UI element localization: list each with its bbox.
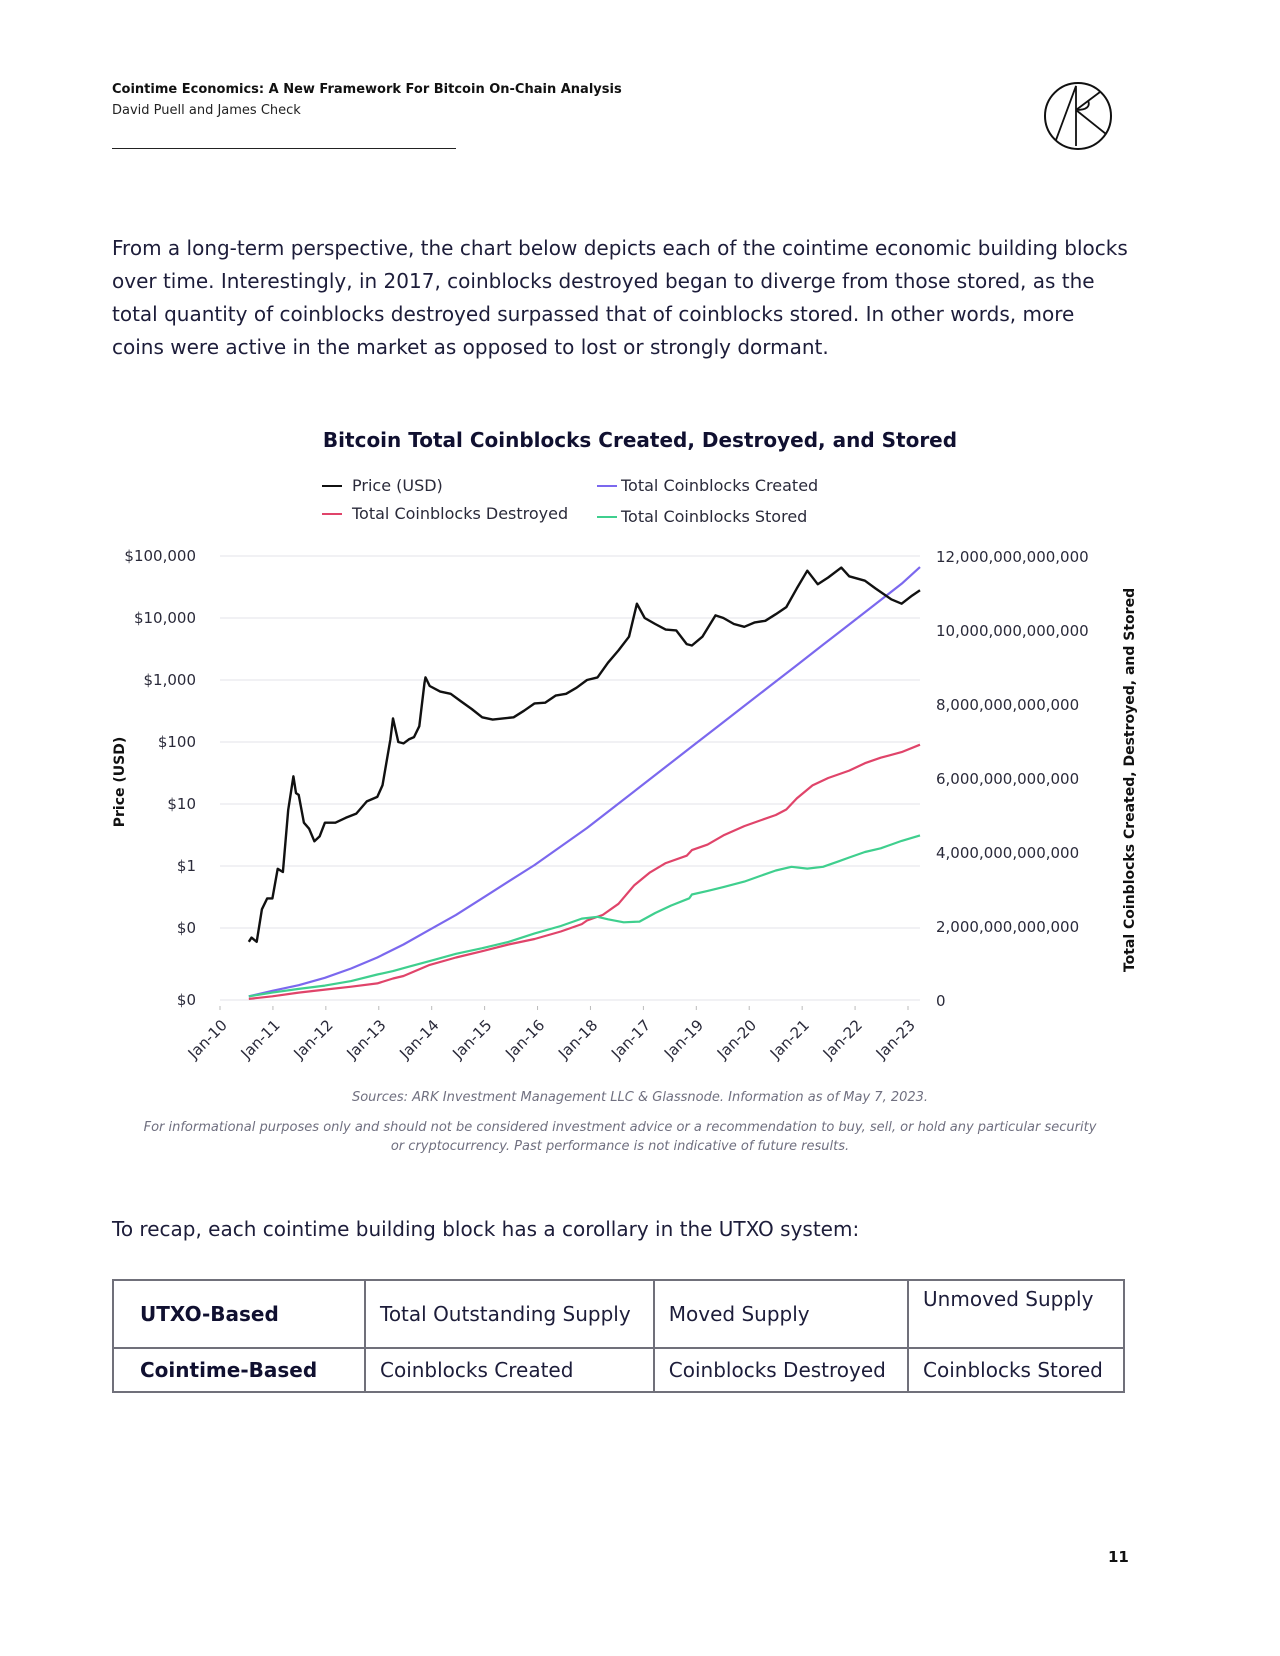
right-axis-ticks: 12,000,000,000,000 10,000,000,000,000 8,00…	[936, 548, 1089, 1010]
table-cell: Coinblocks Destroyed	[652, 1347, 910, 1393]
left-tick-label: $100,000	[124, 547, 196, 565]
table-row: Cointime-Based Coinblocks Created Coinbl…	[112, 1347, 1125, 1393]
legend-destroyed-label: Total Coinblocks Destroyed	[352, 504, 569, 523]
legend-price: Price (USD)	[322, 476, 443, 495]
legend-destroyed: Total Coinblocks Destroyed	[322, 504, 568, 523]
legend-stored-swatch	[597, 515, 617, 518]
x-tick-label: Jan-19	[660, 1016, 707, 1063]
chart-plot: $100,000 $10,000 $1,000 $100 $10 $1 $0 $0 12,00…	[112, 547, 1138, 1063]
x-tick-label: Jan-16	[501, 1016, 548, 1063]
x-tick-label: Jan-23	[872, 1016, 919, 1063]
right-tick-label: 2,000,000,000,000	[936, 918, 1079, 936]
left-tick-label: $0	[177, 919, 196, 937]
legend-created-label: Total Coinblocks Created	[621, 476, 819, 495]
series-line-total-coinblocks-destroyed	[248, 743, 921, 1000]
x-tick-label: Jan-12	[290, 1016, 337, 1063]
right-tick-label: 6,000,000,000,000	[936, 770, 1079, 788]
x-tick-label: Jan-13	[342, 1016, 389, 1063]
chart-title: Bitcoin Total Coinblocks Created, Destro…	[322, 428, 958, 452]
intro-paragraph: From a long-term perspective, the chart …	[112, 236, 1128, 359]
right-tick-label: 4,000,000,000,000	[936, 844, 1079, 862]
left-tick-label: $0	[177, 991, 196, 1009]
x-tick-label: Jan-20	[713, 1016, 760, 1063]
x-tick-label: Jan-11	[237, 1016, 284, 1063]
table-cell: Total Outstanding Supply	[364, 1279, 655, 1349]
legend-stored-label: Total Coinblocks Stored	[621, 507, 808, 526]
row-header: Cointime-Based	[112, 1347, 366, 1393]
chart-series	[247, 566, 921, 1000]
page-number: 11	[1108, 1548, 1129, 1566]
document-authors: David Puell and James Check	[112, 103, 301, 118]
legend-price-label: Price (USD)	[352, 476, 443, 495]
table-cell: Coinblocks Stored	[907, 1347, 1125, 1393]
chart-gridlines	[220, 555, 920, 1001]
x-tick-label: Jan-17	[607, 1016, 654, 1063]
x-tick-label: Jan-21	[766, 1016, 813, 1063]
left-axis-ticks: $100,000 $10,000 $1,000 $100 $10 $1 $0 $0	[124, 547, 196, 1009]
table-cell: Moved Supply	[652, 1279, 910, 1349]
right-tick-label: 12,000,000,000,000	[936, 548, 1089, 566]
series-line-price-usd	[247, 566, 921, 943]
table-row: UTXO-Based Total Outstanding Supply Move…	[112, 1279, 1125, 1349]
series-line-total-coinblocks-stored	[248, 834, 921, 998]
legend-destroyed-swatch	[322, 512, 342, 515]
right-tick-label: 0	[936, 992, 946, 1010]
document-title: Cointime Economics: A New Framework For …	[112, 82, 622, 97]
x-tick-label: Jan-18	[554, 1016, 601, 1063]
series-line-total-coinblocks-created	[248, 566, 921, 998]
chart-sources-note: Sources: ARK Investment Management LLC &…	[351, 1090, 929, 1105]
legend-stored: Total Coinblocks Stored	[597, 507, 807, 526]
left-tick-label: $10,000	[134, 609, 196, 627]
x-tick-label: Jan-14	[395, 1016, 442, 1063]
x-tick-label: Jan-22	[819, 1016, 866, 1063]
legend-created: Total Coinblocks Created	[597, 476, 818, 495]
ark-logo	[1044, 82, 1112, 150]
left-axis-label: Price (USD)	[112, 737, 128, 828]
left-tick-label: $10	[167, 795, 196, 813]
left-tick-label: $1	[177, 857, 196, 875]
row-header: UTXO-Based	[112, 1279, 366, 1349]
table-cell: Coinblocks Created	[364, 1347, 655, 1393]
left-tick-label: $1,000	[144, 671, 197, 689]
legend-created-swatch	[597, 484, 617, 487]
header-divider	[112, 148, 456, 149]
x-tick-label: Jan-15	[448, 1016, 495, 1063]
recap-sentence: To recap, each cointime building block h…	[112, 1217, 860, 1241]
right-tick-label: 10,000,000,000,000	[936, 622, 1089, 640]
x-tick-label: Jan-10	[184, 1016, 231, 1063]
table-cell: Unmoved Supply	[907, 1279, 1125, 1349]
x-axis-ticks: Jan-10 Jan-11 Jan-12 Jan-13 Jan-14 Jan-15 Jan-…	[184, 1006, 919, 1063]
utxo-cointime-mapping-table: UTXO-Based Total Outstanding Supply Move…	[112, 1279, 1125, 1393]
right-axis-label: Total Coinblocks Created, Destroyed, and…	[1122, 588, 1138, 972]
right-tick-label: 8,000,000,000,000	[936, 696, 1079, 714]
chart-disclaimer: For informational purposes only and shou…	[143, 1120, 1097, 1154]
legend-price-swatch	[322, 484, 342, 487]
left-tick-label: $100	[158, 733, 196, 751]
